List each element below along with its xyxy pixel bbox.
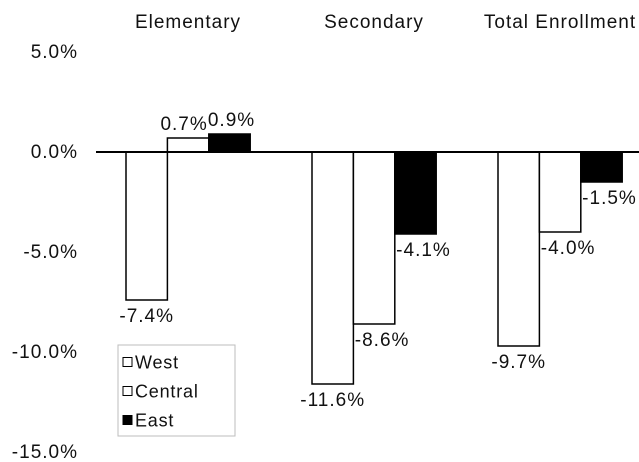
y-tick-label: -5.0% bbox=[23, 242, 78, 263]
category-labels: Elementary Secondary Total Enrollment bbox=[135, 12, 636, 33]
category-label-total-enrollment: Total Enrollment bbox=[484, 12, 636, 33]
bar-central-elementary bbox=[166, 137, 210, 153]
data-label-central-elementary: 0.7% bbox=[160, 114, 207, 135]
data-label-west-total-enrollment: -9.7% bbox=[491, 352, 546, 373]
legend-box bbox=[117, 344, 236, 437]
data-label-central-secondary: -8.6% bbox=[355, 330, 410, 351]
legend-item-west: West bbox=[122, 353, 179, 373]
bar-east-secondary bbox=[394, 151, 437, 235]
y-tick-label: -15.0% bbox=[12, 442, 78, 462]
bar-central-total-enrollment bbox=[538, 151, 582, 233]
y-tick-label: -10.0% bbox=[12, 342, 78, 363]
category-label-secondary: Secondary bbox=[324, 12, 424, 33]
y-axis-tick-labels: 5.0% 0.0% -5.0% -10.0% -15.0% bbox=[12, 42, 78, 462]
legend-swatch-central bbox=[122, 386, 133, 396]
data-label-central-total-enrollment: -4.0% bbox=[541, 238, 596, 259]
bar-central-secondary bbox=[352, 151, 396, 325]
legend-label-central: Central bbox=[135, 382, 199, 402]
data-label-west-secondary: -11.6% bbox=[300, 390, 365, 411]
category-label-elementary: Elementary bbox=[135, 12, 241, 33]
legend: West Central East bbox=[117, 344, 236, 437]
data-label-west-elementary: -7.4% bbox=[119, 306, 174, 327]
data-labels-layer: -7.4% 0.7% 0.9% -11.6% -8.6% -4.1% -9.7% -4.0% -… bbox=[119, 110, 637, 411]
bar-west-secondary bbox=[311, 151, 355, 385]
legend-item-east: East bbox=[122, 411, 174, 431]
bar-east-elementary bbox=[208, 133, 251, 153]
data-label-east-total-enrollment: -1.5% bbox=[582, 188, 637, 209]
y-tick-label: 0.0% bbox=[31, 142, 78, 163]
legend-swatch-east bbox=[122, 415, 133, 425]
legend-item-central: Central bbox=[122, 382, 199, 402]
legend-label-east: East bbox=[135, 411, 174, 431]
legend-label-west: West bbox=[135, 353, 179, 373]
data-label-east-secondary: -4.1% bbox=[396, 240, 451, 261]
bar-west-elementary bbox=[125, 151, 169, 301]
bar-west-total-enrollment bbox=[497, 151, 541, 347]
y-tick-label: 5.0% bbox=[31, 42, 78, 63]
legend-swatch-west bbox=[122, 357, 133, 367]
bar-east-total-enrollment bbox=[580, 151, 623, 183]
data-label-east-elementary: 0.9% bbox=[208, 110, 255, 131]
